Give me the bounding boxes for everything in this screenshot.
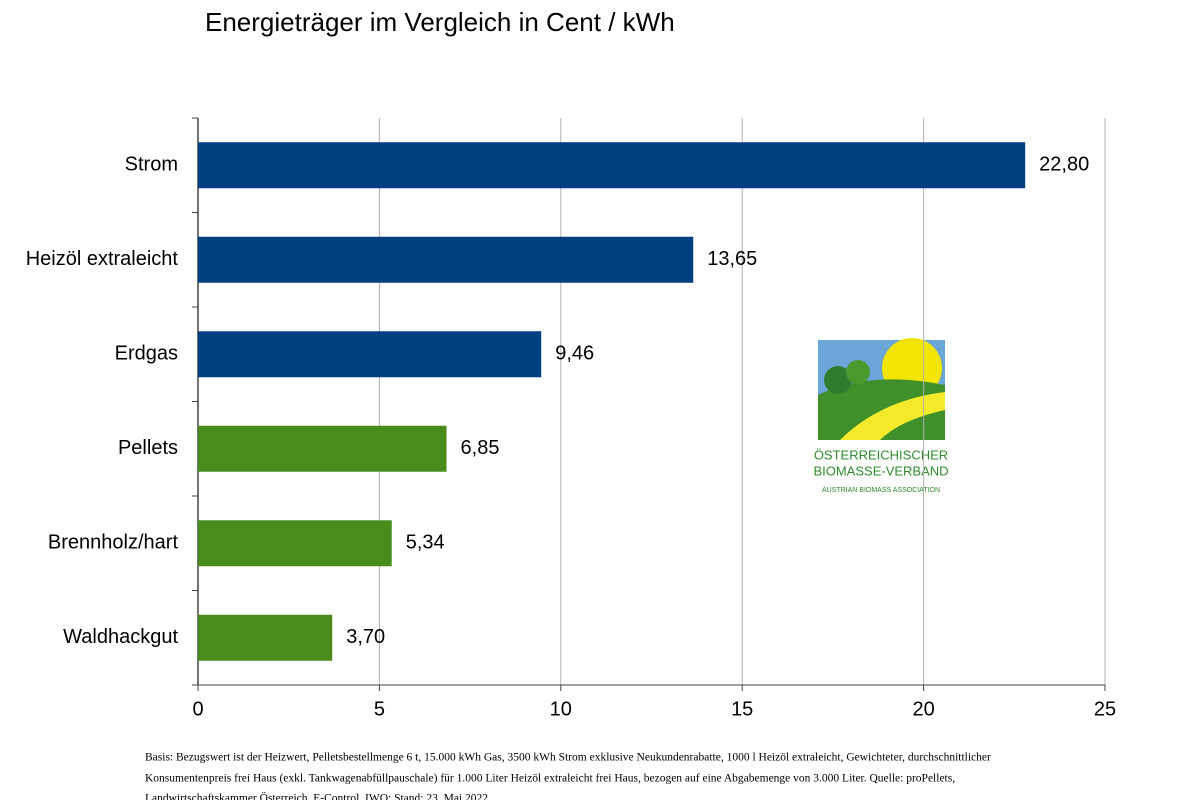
- x-tick-label: 15: [731, 698, 753, 720]
- bar: [198, 425, 447, 472]
- value-label: 13,65: [707, 248, 757, 270]
- x-tick-label: 0: [192, 698, 203, 720]
- footnote: Konsumentenpreis frei Haus (exkl. Tankwa…: [145, 773, 955, 785]
- logo-path: [840, 392, 945, 440]
- y-tick-label: Brennholz/hart: [48, 532, 179, 554]
- value-label: 5,34: [406, 532, 445, 554]
- logo-hill: [818, 379, 945, 440]
- logo-tree: [846, 360, 870, 384]
- chart-title: Energieträger im Vergleich in Cent / kWh: [205, 7, 675, 37]
- y-tick-label: Heizöl extraleicht: [26, 248, 179, 270]
- logo-tree: [824, 366, 852, 394]
- x-tick-label: 25: [1094, 698, 1116, 720]
- value-label: 6,85: [461, 437, 500, 459]
- y-tick-label: Waldhackgut: [63, 626, 178, 648]
- logo: ÖSTERREICHISCHER BIOMASSE-VERBAND AUSTRI…: [813, 338, 949, 494]
- x-tick-label: 20: [912, 698, 934, 720]
- bar: [198, 520, 392, 567]
- y-tick-label: Pellets: [118, 437, 178, 459]
- bar: [198, 236, 694, 283]
- bar: [198, 614, 333, 661]
- bar: [198, 331, 542, 378]
- y-tick-label: Erdgas: [115, 343, 178, 365]
- y-tick-label: Strom: [125, 154, 178, 176]
- value-label: 22,80: [1039, 154, 1089, 176]
- logo-text: ÖSTERREICHISCHER: [814, 447, 948, 462]
- logo-text: AUSTRIAN BIOMASS ASSOCIATION: [822, 487, 940, 494]
- bar: [198, 142, 1026, 189]
- footnote: Landwirtschaftskammer Österreich, E-Cont…: [145, 791, 488, 800]
- x-tick-label: 10: [550, 698, 572, 720]
- value-label: 3,70: [346, 626, 385, 648]
- logo-text: BIOMASSE-VERBAND: [813, 463, 948, 478]
- footnote: Basis: Bezugswert ist der Heizwert, Pell…: [145, 752, 991, 764]
- x-tick-label: 5: [374, 698, 385, 720]
- value-label: 9,46: [555, 343, 594, 365]
